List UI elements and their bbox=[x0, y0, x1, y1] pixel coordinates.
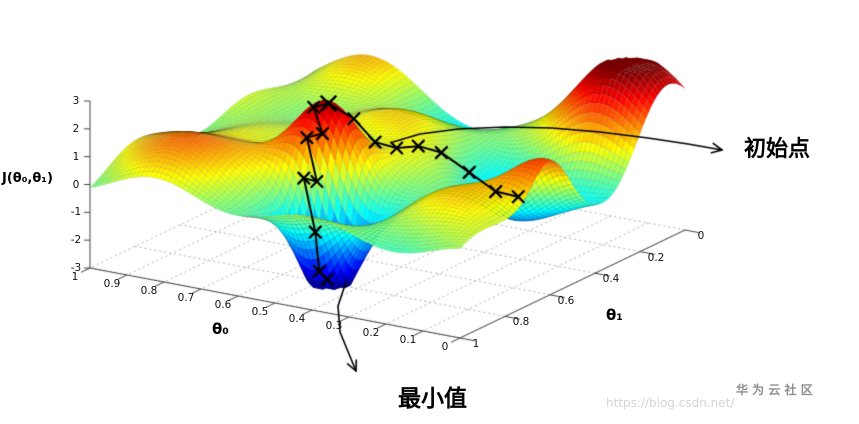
watermark-community: 华 为 云 社 区 bbox=[736, 383, 813, 397]
theta0-tick-label: 0.6 bbox=[214, 299, 232, 311]
theta0-tick-label: 0.2 bbox=[362, 327, 380, 339]
watermark-url: https://blog.csdn.net/ bbox=[606, 396, 735, 410]
theta0-tick-label: 0.8 bbox=[140, 285, 158, 297]
y-axis-label: θ₁ bbox=[606, 306, 623, 324]
x-axis-label: θ₀ bbox=[212, 320, 229, 338]
z-axis-label: J(θ₀,θ₁) bbox=[2, 171, 53, 186]
theta0-tick-label: 0.5 bbox=[251, 306, 269, 318]
theta1-tick-label: 0.2 bbox=[647, 251, 665, 264]
j-tick-label: 3 bbox=[72, 95, 80, 107]
theta0-tick-label: 0.4 bbox=[288, 313, 306, 325]
j-tick-label: 2 bbox=[72, 122, 80, 135]
annotation-minimum-value: 最小值 bbox=[398, 386, 467, 412]
j-tick-label: -3 bbox=[70, 262, 82, 274]
theta0-tick-label: 0.7 bbox=[177, 292, 195, 304]
j-tick-label: 1 bbox=[72, 150, 80, 163]
j-tick-label: 0 bbox=[72, 178, 80, 191]
theta0-tick-label: 0.9 bbox=[103, 278, 121, 290]
theta0-tick-label: 1 bbox=[71, 271, 79, 283]
theta0-tick-label: 0.1 bbox=[399, 334, 417, 346]
theta1-tick-label: 1 bbox=[472, 338, 480, 350]
theta1-tick-label: 0.6 bbox=[557, 294, 575, 307]
j-tick-label: -2 bbox=[70, 234, 82, 247]
theta1-tick-label: 0.4 bbox=[602, 273, 620, 286]
annotation-initial-point: 初始点 bbox=[744, 137, 811, 162]
j-tick-label: -1 bbox=[70, 206, 82, 219]
theta1-tick-label: 0 bbox=[697, 230, 705, 242]
theta0-tick-label: 0.3 bbox=[325, 320, 343, 332]
theta1-tick-label: 0.8 bbox=[512, 316, 530, 329]
theta0-tick-label: 0 bbox=[441, 341, 449, 353]
